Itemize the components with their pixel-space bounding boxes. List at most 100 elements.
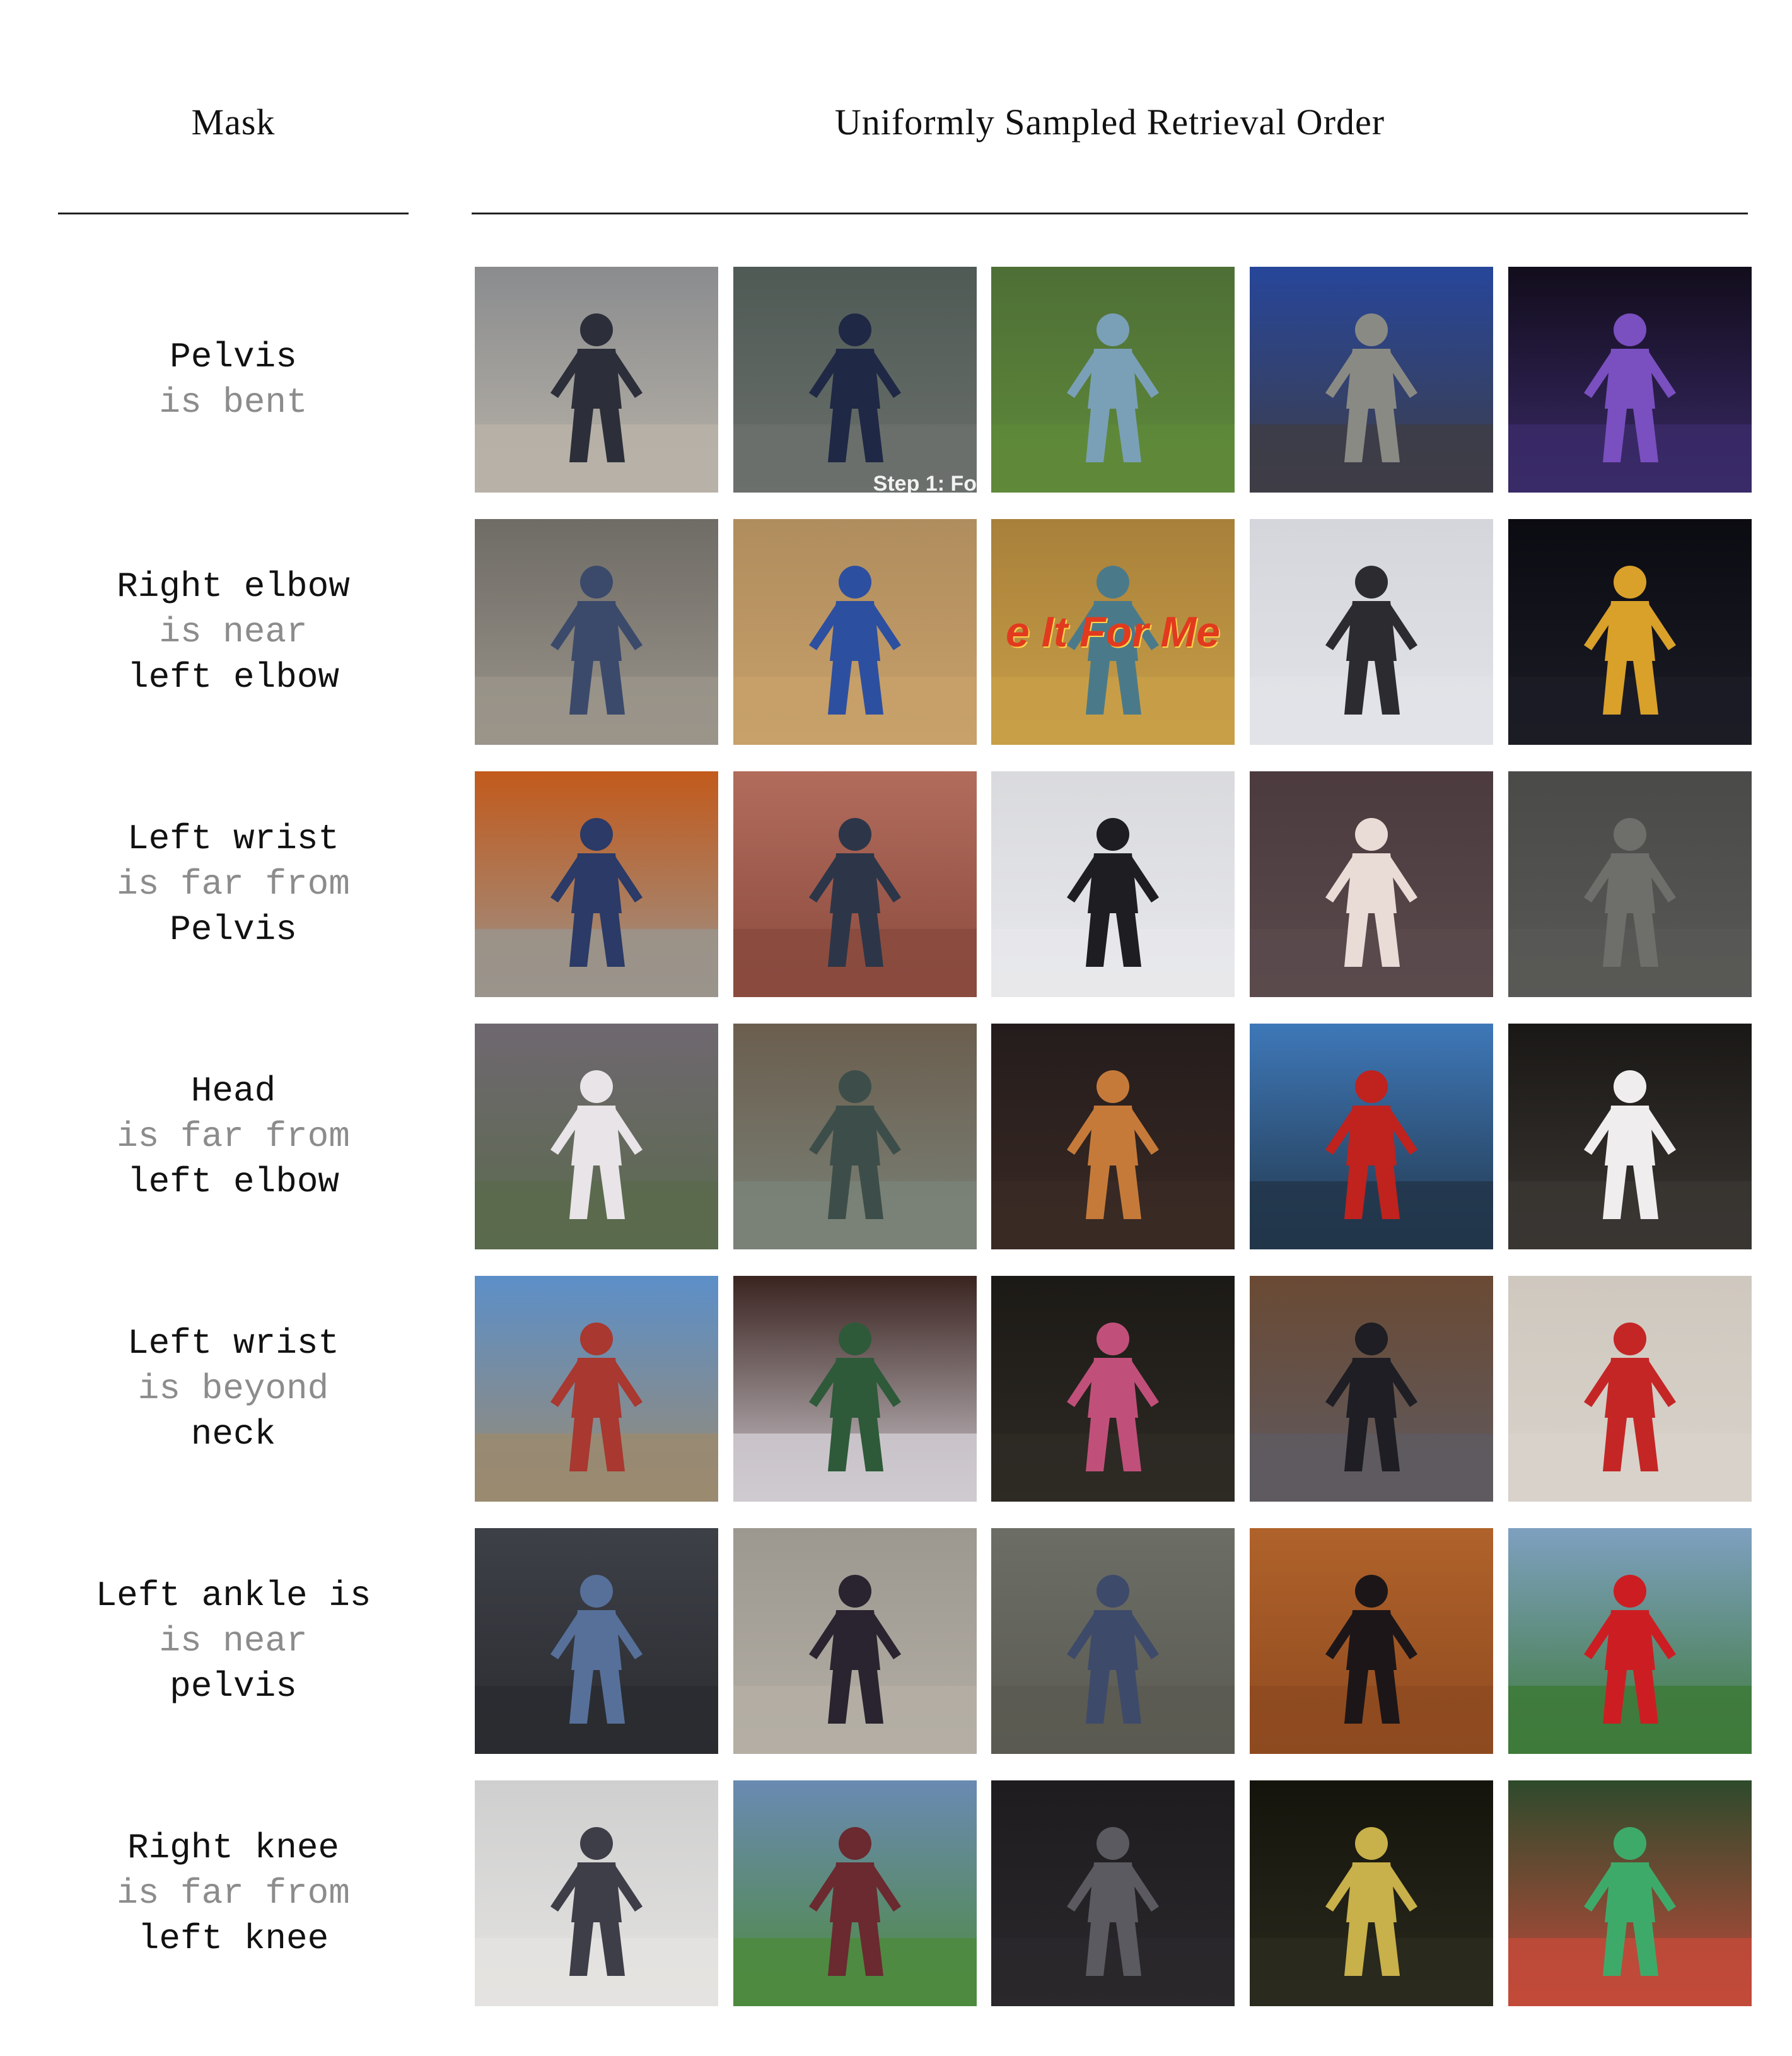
thumbnail-image — [733, 771, 977, 997]
mask-subject: Pelvis — [170, 337, 297, 377]
person-figure — [1067, 1575, 1159, 1724]
thumbnail-image — [991, 519, 1235, 745]
person-figure — [1325, 1575, 1417, 1724]
person-figure — [1584, 1575, 1676, 1724]
retrieved-frame-thumbnail[interactable] — [733, 1780, 977, 2006]
mask-row: Right elbow is near left elbow e It For Me — [0, 519, 1792, 745]
mask-label: Right elbow is near left elbow — [44, 519, 422, 745]
person-figure — [550, 313, 643, 462]
mask-relation: is far from — [117, 1873, 350, 1913]
person-figure — [1584, 566, 1676, 715]
retrieved-frame-thumbnail[interactable] — [991, 1024, 1235, 1249]
retrieved-frame-thumbnail[interactable] — [1250, 1024, 1493, 1249]
retrieved-frame-thumbnail[interactable]: e It For Me — [991, 519, 1235, 745]
retrieved-frame-thumbnail[interactable] — [1250, 771, 1493, 997]
thumbnail-image — [733, 267, 977, 493]
mask-label: Right knee is far from left knee — [44, 1780, 422, 2006]
mask-row: Left ankle is is near pelvis — [0, 1528, 1792, 1754]
mask-label: Head is far from left elbow — [44, 1024, 422, 1249]
mask-label: Left wrist is beyond neck — [44, 1276, 422, 1502]
person-figure — [809, 1070, 901, 1219]
person-figure — [1067, 566, 1159, 715]
person-figure — [1067, 1323, 1159, 1471]
retrieved-frame-thumbnail[interactable] — [733, 519, 977, 745]
mask-object: Pelvis — [170, 909, 297, 950]
mask-header-rule — [58, 213, 409, 214]
thumbnail-image — [991, 267, 1235, 493]
retrieved-frame-thumbnail[interactable] — [1250, 1528, 1493, 1754]
thumbnail-image — [475, 1528, 718, 1754]
person-figure — [1067, 1070, 1159, 1219]
retrieved-frame-thumbnail[interactable] — [1508, 519, 1752, 745]
retrieved-frame-thumbnail[interactable] — [1250, 1276, 1493, 1502]
thumbnail-image — [475, 1276, 718, 1502]
person-figure — [1067, 313, 1159, 462]
thumbnail-image — [733, 1780, 977, 2006]
mask-row: Pelvis is bent Step 1: Fo — [0, 267, 1792, 493]
thumbnail-image — [991, 1276, 1235, 1502]
thumbnail-image — [1508, 1276, 1752, 1502]
mask-row: Head is far from left elbow — [0, 1024, 1792, 1249]
thumbnail-image — [475, 267, 718, 493]
mask-label: Left ankle is is near pelvis — [44, 1528, 422, 1754]
person-figure — [1325, 566, 1417, 715]
retrieved-frame-thumbnail[interactable] — [733, 771, 977, 997]
retrieved-frame-thumbnail[interactable] — [991, 1276, 1235, 1502]
retrieved-frame-thumbnail[interactable] — [1250, 1780, 1493, 2006]
mask-object: neck — [190, 1414, 276, 1454]
mask-row: Right knee is far from left knee — [0, 1780, 1792, 2006]
mask-object: left elbow — [127, 657, 340, 698]
retrieved-frame-thumbnail[interactable] — [475, 771, 718, 997]
person-figure — [809, 566, 901, 715]
retrieved-frame-thumbnail[interactable] — [475, 519, 718, 745]
thumbnail-image — [1508, 1780, 1752, 2006]
mask-row: Left wrist is far from Pelvis — [0, 771, 1792, 997]
retrieved-frame-thumbnail[interactable] — [733, 1276, 977, 1502]
person-figure — [550, 1323, 643, 1471]
retrieved-frame-thumbnail[interactable] — [1508, 1780, 1752, 2006]
retrieved-frame-thumbnail[interactable] — [475, 1024, 718, 1249]
person-figure — [1325, 313, 1417, 462]
mask-row: Left wrist is beyond neck — [0, 1276, 1792, 1502]
thumbnail-image — [1250, 519, 1493, 745]
thumbnail-image — [1250, 1276, 1493, 1502]
retrieved-frame-thumbnail[interactable] — [1508, 1024, 1752, 1249]
thumbnail-image — [733, 1528, 977, 1754]
retrieved-frame-thumbnail[interactable] — [991, 1780, 1235, 2006]
person-figure — [1067, 818, 1159, 967]
mask-relation: is far from — [117, 1116, 350, 1157]
retrieved-frame-thumbnail[interactable] — [1508, 771, 1752, 997]
retrieved-frame-thumbnail[interactable] — [1508, 1276, 1752, 1502]
thumbnail-image — [733, 1024, 977, 1249]
person-figure — [809, 1575, 901, 1724]
retrieved-frame-thumbnail[interactable] — [991, 267, 1235, 493]
retrieved-frame-thumbnail[interactable] — [475, 1276, 718, 1502]
thumbnail-image — [991, 1528, 1235, 1754]
mask-relation: is beyond — [137, 1369, 329, 1409]
thumbnail-image — [475, 519, 718, 745]
mask-relation: is bent — [159, 382, 308, 423]
thumbnail-image — [1508, 519, 1752, 745]
retrieved-frame-thumbnail[interactable] — [1508, 267, 1752, 493]
retrieved-frame-thumbnail[interactable] — [991, 771, 1235, 997]
retrieved-frame-thumbnail[interactable] — [475, 1780, 718, 2006]
person-figure — [550, 1827, 643, 1976]
retrieved-frame-thumbnail[interactable] — [991, 1528, 1235, 1754]
thumbnail-image — [1250, 1024, 1493, 1249]
person-figure — [550, 1575, 643, 1724]
retrieved-frame-thumbnail[interactable] — [733, 1528, 977, 1754]
person-figure — [809, 818, 901, 967]
retrieval-header-rule — [472, 213, 1748, 214]
mask-subject: Left wrist — [127, 1323, 340, 1364]
retrieved-frame-thumbnail[interactable] — [1508, 1528, 1752, 1754]
thumbnail-image — [1508, 1528, 1752, 1754]
retrieved-frame-thumbnail[interactable]: Step 1: Fo — [733, 267, 977, 493]
retrieved-frame-thumbnail[interactable] — [1250, 267, 1493, 493]
thumbnail-image — [991, 771, 1235, 997]
retrieved-frame-thumbnail[interactable] — [733, 1024, 977, 1249]
retrieved-frame-thumbnail[interactable] — [475, 1528, 718, 1754]
thumbnail-image — [991, 1780, 1235, 2006]
retrieved-frame-thumbnail[interactable] — [1250, 519, 1493, 745]
retrieved-frame-thumbnail[interactable] — [475, 267, 718, 493]
mask-label: Pelvis is bent — [44, 267, 422, 493]
